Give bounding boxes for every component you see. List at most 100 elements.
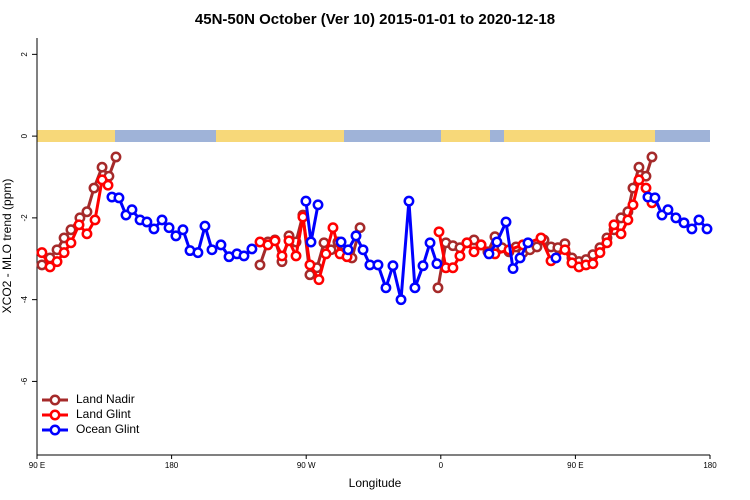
data-point (640, 182, 652, 194)
data-point (387, 260, 399, 272)
data-point (335, 236, 347, 248)
data-point (431, 258, 443, 270)
data-point (297, 211, 309, 223)
legend-label: Ocean Glint (76, 422, 140, 436)
data-point (342, 244, 354, 256)
data-point (88, 182, 100, 194)
x-tick-label: 90 E (29, 461, 45, 470)
x-axis-label: Longitude (349, 476, 402, 490)
data-point (170, 230, 182, 242)
x-tick-label: 180 (703, 461, 717, 470)
data-point (102, 179, 114, 191)
data-point (357, 244, 369, 256)
data-point (633, 161, 645, 173)
data-point (475, 239, 487, 251)
data-point (65, 237, 77, 249)
data-point (81, 206, 93, 218)
data-point (686, 223, 698, 235)
data-point (601, 237, 613, 249)
data-point (550, 252, 562, 264)
data-point (58, 247, 70, 259)
data-point (305, 236, 317, 248)
chart-title: 45N-50N October (Ver 10) 2015-01-01 to 2… (195, 11, 555, 28)
land-ocean-band (37, 130, 710, 142)
data-point (432, 282, 444, 294)
legend-marker (49, 409, 61, 421)
data-point (113, 192, 125, 204)
data-point (350, 230, 362, 242)
x-tick-label: 90 W (297, 461, 316, 470)
data-point (531, 241, 543, 253)
data-point (380, 282, 392, 294)
data-point (678, 217, 690, 229)
land-strip (441, 130, 655, 142)
data-point (304, 259, 316, 271)
y-tick-label: 2 (20, 52, 29, 57)
data-point (156, 214, 168, 226)
data-point (454, 250, 466, 262)
legend-label: Land Glint (76, 407, 131, 421)
data-point (417, 260, 429, 272)
data-point (587, 258, 599, 270)
x-tick-label: 180 (165, 461, 179, 470)
data-point (514, 252, 526, 264)
data-point (522, 237, 534, 249)
legend-label: Land Nadir (76, 392, 135, 406)
data-point (403, 195, 415, 207)
data-point (283, 235, 295, 247)
data-point (254, 259, 266, 271)
data-point (110, 151, 122, 163)
x-tick-label: 90 E (567, 461, 583, 470)
data-point (148, 223, 160, 235)
data-point (269, 235, 281, 247)
y-tick-label: 0 (20, 133, 29, 138)
data-point (58, 232, 70, 244)
data-point (320, 248, 332, 260)
data-point (313, 274, 325, 286)
data-point (468, 246, 480, 258)
data-point (461, 237, 473, 249)
data-point (622, 214, 634, 226)
data-point (395, 294, 407, 306)
data-point (276, 250, 288, 262)
data-point (141, 216, 153, 228)
x-tick-label: 0 (439, 461, 444, 470)
data-point (433, 226, 445, 238)
data-point (608, 219, 620, 231)
data-point (51, 256, 63, 268)
data-point (126, 204, 138, 216)
data-point (615, 228, 627, 240)
data-point (238, 250, 250, 262)
data-point (312, 199, 324, 211)
data-point (633, 174, 645, 186)
data-point (300, 195, 312, 207)
data-point (206, 244, 218, 256)
data-point (73, 219, 85, 231)
data-point (89, 214, 101, 226)
data-point (81, 228, 93, 240)
data-point (507, 263, 519, 275)
data-point (646, 151, 658, 163)
data-point (500, 216, 512, 228)
land-strip (216, 130, 344, 142)
data-point (649, 192, 661, 204)
data-point (409, 282, 421, 294)
data-point (447, 262, 459, 274)
data-point (594, 247, 606, 259)
legend-marker (49, 394, 61, 406)
data-point (304, 269, 316, 281)
data-point (246, 243, 258, 255)
land-strip (37, 130, 115, 142)
data-point (701, 223, 713, 235)
data-point (192, 247, 204, 259)
data-point (372, 259, 384, 271)
y-tick-label: -2 (20, 214, 29, 222)
data-point (215, 239, 227, 251)
data-point (199, 220, 211, 232)
data-point (177, 224, 189, 236)
data-point (559, 244, 571, 256)
data-point (483, 248, 495, 260)
ocean-strip (490, 130, 504, 142)
